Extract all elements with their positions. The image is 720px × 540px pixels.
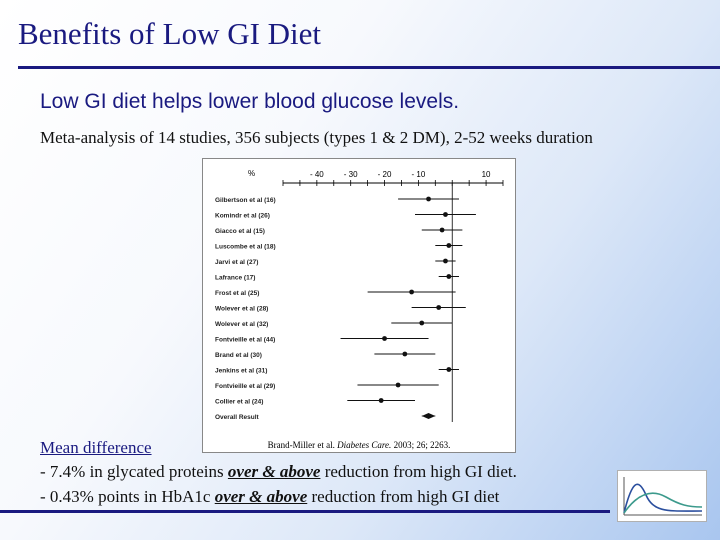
study-label: Fontvieille et al (29) bbox=[215, 383, 275, 390]
footer-divider bbox=[0, 510, 610, 513]
bullet2-emphasis: over & above bbox=[214, 487, 308, 506]
overall-diamond bbox=[421, 413, 436, 419]
study-label: Wolever et al (32) bbox=[215, 321, 268, 328]
citation-authors: Brand-Miller et al. bbox=[267, 440, 338, 450]
study-description: Meta-analysis of 14 studies, 356 subject… bbox=[40, 128, 593, 147]
study-point bbox=[443, 258, 448, 264]
study-label: Jenkins et al (31) bbox=[215, 368, 267, 375]
slide-headline: Low GI diet helps lower blood glucose le… bbox=[40, 90, 460, 113]
study-point bbox=[436, 305, 442, 310]
citation-details: 2003; 26; 2263. bbox=[391, 440, 451, 450]
bullet1-text: - 7.4% in glycated proteins bbox=[40, 462, 228, 481]
study-point bbox=[443, 212, 448, 217]
glucose-curve-icon bbox=[623, 477, 703, 516]
study-point bbox=[446, 243, 452, 248]
slide-title: Benefits of Low GI Diet bbox=[18, 16, 322, 51]
study-label: Gilbertson et al (16) bbox=[215, 197, 276, 204]
study-label: Wolever et al (28) bbox=[215, 306, 268, 313]
study-label: Frost et al (25) bbox=[215, 290, 259, 297]
bullet2-text: - 0.43% points in HbA1c bbox=[40, 487, 215, 506]
bullet-glycated-proteins: - 7.4% in glycated proteins over & above… bbox=[40, 462, 517, 482]
x-tick-label: - 30 bbox=[344, 170, 358, 179]
study-point bbox=[439, 227, 445, 233]
bullet1-tail: reduction from high GI diet. bbox=[320, 462, 517, 481]
citation: Brand-Miller et al. Diabetes Care. 2003;… bbox=[203, 440, 515, 450]
study-point bbox=[446, 274, 452, 279]
bullet2-tail: reduction from high GI diet bbox=[307, 487, 500, 506]
mean-difference-heading: Mean difference bbox=[40, 438, 152, 457]
title-divider bbox=[18, 66, 720, 69]
citation-journal: Diabetes Care. bbox=[337, 440, 392, 450]
study-label: Fontvieille et al (44) bbox=[215, 337, 275, 344]
forest-plot: % - 40 - 30 - 20 - 10 10 Gilbertson et al (16)… bbox=[202, 158, 516, 453]
study-label: Luscombe et al (18) bbox=[215, 244, 276, 251]
study-label: Giacco et al (15) bbox=[215, 228, 265, 235]
glucose-curve-logo bbox=[617, 470, 707, 522]
study-point bbox=[402, 351, 408, 357]
bullet1-emphasis: over & above bbox=[227, 462, 321, 481]
study-label: Komindr et al (26) bbox=[215, 213, 270, 220]
study-point bbox=[382, 336, 387, 341]
x-tick-label: - 10 bbox=[411, 170, 425, 179]
study-point bbox=[395, 382, 401, 388]
study-label: Jarvi et al (27) bbox=[215, 259, 258, 266]
study-label: Brand et al (30) bbox=[215, 352, 262, 359]
study-label: Lafrance (17) bbox=[215, 275, 255, 282]
study-point bbox=[378, 398, 384, 403]
study-label: Collier et al (24) bbox=[215, 399, 263, 406]
study-point bbox=[446, 367, 452, 372]
axis-unit-label: % bbox=[248, 169, 255, 178]
x-tick-label: - 20 bbox=[378, 170, 392, 179]
study-point bbox=[419, 320, 425, 326]
x-tick-label: - 40 bbox=[310, 170, 324, 179]
bullet-hba1c: - 0.43% points in HbA1c over & above red… bbox=[40, 487, 499, 507]
study-point bbox=[409, 289, 415, 295]
overall-result-label: Overall Result bbox=[215, 414, 260, 421]
study-point bbox=[426, 196, 431, 202]
forest-plot-svg: % - 40 - 30 - 20 - 10 10 Gilbertson et al (16)… bbox=[215, 169, 504, 422]
x-tick-label: 10 bbox=[482, 170, 491, 179]
